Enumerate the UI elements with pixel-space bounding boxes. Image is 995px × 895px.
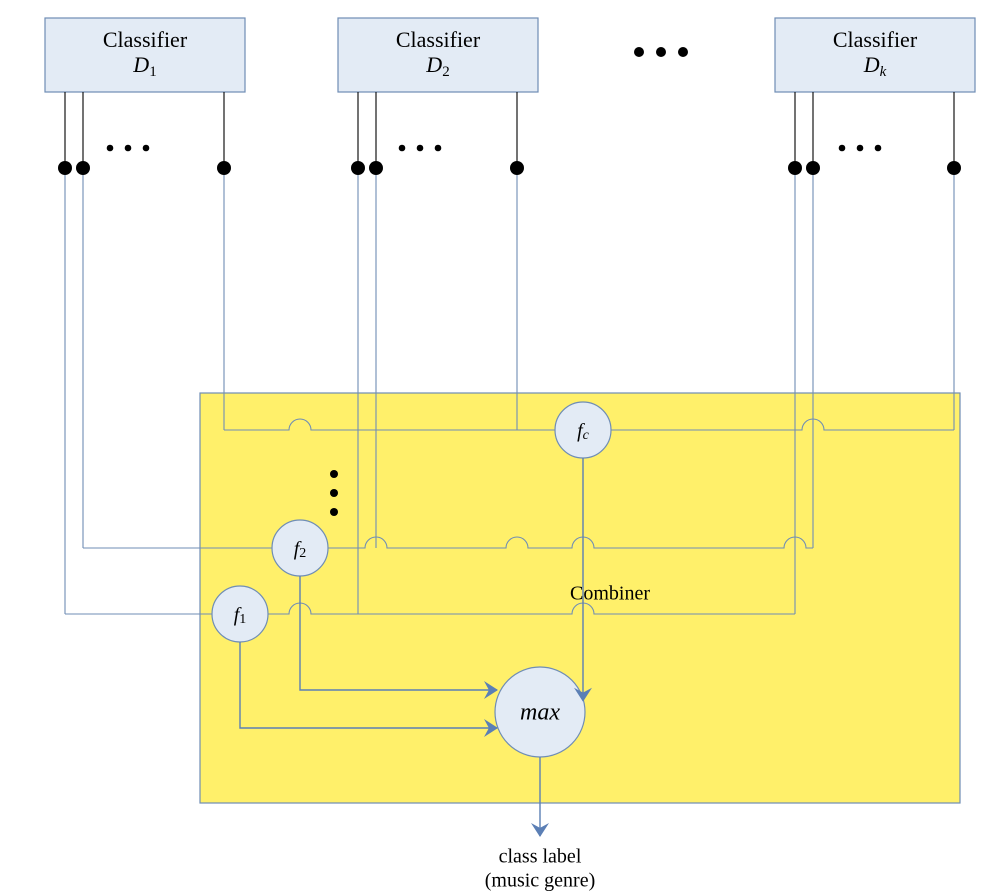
output-label-2: (music genre) bbox=[485, 870, 596, 892]
stub-ellipsis-2-2 bbox=[875, 145, 882, 152]
f-ellipsis-1 bbox=[330, 489, 338, 497]
classifier-label-0: Classifier bbox=[103, 27, 188, 52]
classifier-label-2: Classifier bbox=[833, 27, 918, 52]
output-dot-0-1 bbox=[76, 161, 90, 175]
ellipsis-top-0 bbox=[634, 47, 644, 57]
f-ellipsis-2 bbox=[330, 508, 338, 516]
stub-ellipsis-0-0 bbox=[107, 145, 114, 152]
max-label: max bbox=[520, 700, 560, 726]
output-dot-1-2 bbox=[510, 161, 524, 175]
stub-ellipsis-1-1 bbox=[417, 145, 424, 152]
stub-ellipsis-0-2 bbox=[143, 145, 150, 152]
stub-ellipsis-2-1 bbox=[857, 145, 864, 152]
stub-ellipsis-2-0 bbox=[839, 145, 846, 152]
output-label-1: class label bbox=[499, 846, 582, 868]
diagram-canvas: ClassifierD1ClassifierD2ClassifierDkfcf2… bbox=[0, 0, 995, 895]
output-dot-1-0 bbox=[351, 161, 365, 175]
output-dot-2-2 bbox=[947, 161, 961, 175]
output-dot-2-1 bbox=[806, 161, 820, 175]
f-ellipsis-0 bbox=[330, 470, 338, 478]
output-dot-0-0 bbox=[58, 161, 72, 175]
stub-ellipsis-1-0 bbox=[399, 145, 406, 152]
stub-ellipsis-0-1 bbox=[125, 145, 132, 152]
ellipsis-top-2 bbox=[678, 47, 688, 57]
output-dot-0-2 bbox=[217, 161, 231, 175]
stub-ellipsis-1-2 bbox=[435, 145, 442, 152]
output-dot-1-1 bbox=[369, 161, 383, 175]
output-dot-2-0 bbox=[788, 161, 802, 175]
ellipsis-top-1 bbox=[656, 47, 666, 57]
combiner-label: Combiner bbox=[570, 583, 650, 605]
classifier-label-1: Classifier bbox=[396, 27, 481, 52]
